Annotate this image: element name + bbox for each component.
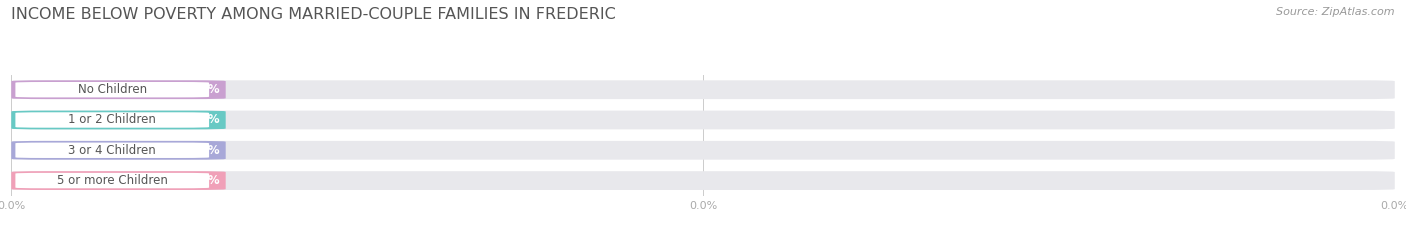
Text: 1 or 2 Children: 1 or 2 Children: [69, 113, 156, 127]
FancyBboxPatch shape: [15, 82, 209, 97]
FancyBboxPatch shape: [11, 111, 1395, 129]
Text: Source: ZipAtlas.com: Source: ZipAtlas.com: [1277, 7, 1395, 17]
Text: 5 or more Children: 5 or more Children: [56, 174, 167, 187]
FancyBboxPatch shape: [15, 173, 209, 188]
FancyBboxPatch shape: [11, 111, 226, 129]
FancyBboxPatch shape: [11, 80, 226, 99]
Text: 0.0%: 0.0%: [187, 83, 221, 96]
FancyBboxPatch shape: [11, 141, 226, 160]
FancyBboxPatch shape: [11, 141, 1395, 160]
Text: 0.0%: 0.0%: [187, 174, 221, 187]
FancyBboxPatch shape: [11, 80, 1395, 99]
Text: 0.0%: 0.0%: [187, 113, 221, 127]
FancyBboxPatch shape: [11, 171, 1395, 190]
Text: No Children: No Children: [77, 83, 146, 96]
FancyBboxPatch shape: [11, 171, 226, 190]
FancyBboxPatch shape: [15, 112, 209, 128]
Text: 0.0%: 0.0%: [187, 144, 221, 157]
Text: INCOME BELOW POVERTY AMONG MARRIED-COUPLE FAMILIES IN FREDERIC: INCOME BELOW POVERTY AMONG MARRIED-COUPL…: [11, 7, 616, 22]
FancyBboxPatch shape: [15, 143, 209, 158]
Text: 3 or 4 Children: 3 or 4 Children: [69, 144, 156, 157]
